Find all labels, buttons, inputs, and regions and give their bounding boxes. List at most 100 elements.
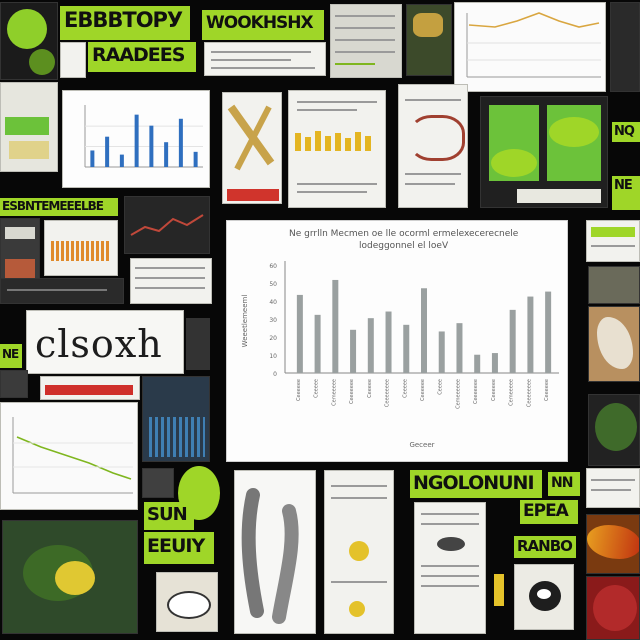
left-edge-label-tile: NE	[0, 344, 22, 368]
bar	[164, 142, 168, 167]
x-tick-label: Ceeee	[438, 379, 444, 395]
top-left-photo	[0, 2, 58, 80]
bottom-left-label-tile-1: SUN	[144, 502, 194, 530]
bird-photo-1	[2, 520, 138, 634]
x-tick-label: Ceeeeeeee	[526, 379, 532, 407]
bar	[194, 152, 198, 167]
y-tick-label: 10	[269, 353, 277, 360]
green-panels-photo	[480, 96, 608, 208]
left-edge-label: NE	[2, 348, 20, 360]
bar	[474, 355, 480, 373]
x-axis-label: Geceer	[409, 441, 434, 449]
bar	[545, 292, 551, 373]
line-chart-svg	[455, 3, 606, 92]
green-oval-2	[549, 117, 599, 147]
map-photo	[406, 4, 452, 76]
bowl-photo	[156, 572, 218, 632]
bar	[492, 353, 498, 373]
x-tick-label: Cemeeeee	[509, 379, 515, 406]
green-oval-1	[491, 149, 537, 177]
right-edge-label-tile-1: NQ	[612, 122, 640, 142]
bar	[421, 288, 427, 373]
bar	[149, 126, 153, 167]
orange-chart-card	[44, 220, 118, 276]
left-strip-document	[0, 278, 124, 304]
table-document	[0, 82, 58, 172]
heading-label: WOOKHSHX	[206, 15, 320, 32]
red-line-chart-photo	[124, 196, 210, 254]
bar	[386, 312, 392, 373]
blue-photo	[142, 376, 210, 462]
line-chart-card	[454, 2, 606, 92]
red-feather-photo	[586, 576, 640, 640]
x-tick-label: Ceeeeeeee	[385, 379, 391, 407]
green-line-svg	[1, 403, 138, 510]
heading-label-tile: WOOKHSHX	[202, 10, 324, 40]
bar	[332, 280, 338, 373]
x-tick-label: Ceeeee	[402, 379, 408, 398]
x-tick-label: Ceeeeeee	[473, 379, 479, 404]
small-table-card	[130, 258, 212, 304]
diagram-svg	[223, 93, 282, 204]
x-tick-label: Cemeeeeee	[455, 379, 461, 409]
bar	[120, 155, 124, 167]
dark-square-photo	[186, 318, 210, 370]
right-edge-label-1: NQ	[614, 125, 638, 138]
document-photo-1	[204, 42, 326, 76]
y-tick-label: 60	[269, 263, 277, 270]
diagram-photo	[222, 92, 282, 204]
red-line-svg	[125, 197, 210, 254]
y-tick-label: 0	[273, 371, 277, 378]
trend-line	[469, 13, 599, 27]
main-chart-title: Ne grrlln Mecmen oe lle ocorml ermelexec…	[289, 229, 518, 239]
title-label-2: RAADEES	[92, 46, 192, 65]
y-tick-label: 40	[269, 299, 277, 306]
bottom-right-heading-b: NN	[551, 476, 577, 490]
right-document-2	[586, 468, 640, 508]
right-photo-2	[588, 306, 640, 382]
small-bottom-photo	[142, 468, 174, 498]
bar	[403, 325, 409, 373]
bottom-right-heading-tile-b: NN	[548, 472, 580, 496]
x-tick-label: Ceeeeee	[544, 379, 550, 401]
pipeline-document	[398, 84, 468, 208]
terrain-shape	[413, 13, 443, 37]
green-line-chart-card	[0, 402, 138, 510]
bottom-left-label-tile-2: EEUIY	[144, 532, 214, 564]
bottom-right-heading-tile: NGOLONUNI	[410, 470, 542, 498]
green-circle-graphic	[7, 9, 47, 49]
x-tick-label: Ceeeee	[314, 379, 320, 398]
main-bar-chart-card: Ne grrlln Mecmen oe lle ocorml ermelexec…	[226, 220, 568, 462]
bar	[510, 310, 516, 373]
x-tick-label: Ceeeeee	[420, 379, 426, 401]
bottom-right-label-tile-2: EPEA	[520, 500, 578, 524]
title-label-tile: ЕВВВТОРУ	[60, 6, 190, 40]
handwriting-card: clsoxh	[26, 310, 184, 374]
bottom-right-label-2: EPEA	[523, 503, 575, 520]
right-photo-1	[588, 266, 640, 304]
small-document-strip	[60, 42, 86, 78]
bar	[350, 330, 356, 373]
blue-bar-chart-svg	[63, 91, 210, 188]
x-tick-label: Ceeeee	[367, 379, 373, 398]
y-tick-label: 30	[269, 317, 277, 324]
x-tick-label: Ceeeeee	[491, 379, 497, 401]
right-document-1	[586, 220, 640, 262]
x-tick-label: Cemeeeee	[331, 379, 337, 406]
main-chart-svg: 60 50 40 30 20 10 0 Ceeeeee Ceeeee Cemeeeee Ceeeee…	[227, 221, 568, 462]
yellow-bookmark	[494, 574, 504, 606]
bottom-document-2	[414, 502, 486, 634]
bar	[527, 297, 533, 373]
bar	[439, 331, 445, 373]
orange-wing-photo	[586, 514, 640, 574]
left-heading-label: ESBNTEMEEELBE	[2, 200, 116, 212]
bottom-right-label-tile-3: RANBO	[514, 536, 576, 558]
right-edge-label-2: NE	[614, 179, 638, 192]
right-photo-3	[588, 394, 640, 466]
yellow-bar-document	[288, 90, 386, 208]
left-heading-tile: ESBNTEMEEELBE	[0, 198, 118, 216]
y-tick-label: 50	[269, 281, 277, 288]
bone-diagram-card	[234, 470, 316, 634]
left-small-photo	[0, 370, 28, 398]
